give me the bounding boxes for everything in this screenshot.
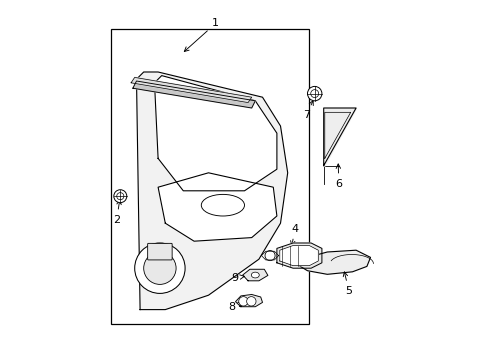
- Polygon shape: [300, 250, 370, 274]
- Text: 9: 9: [230, 273, 244, 283]
- Polygon shape: [323, 108, 355, 166]
- Text: 8: 8: [228, 302, 242, 312]
- Text: 4: 4: [290, 224, 298, 246]
- Text: 6: 6: [335, 164, 342, 189]
- Circle shape: [264, 251, 275, 261]
- Text: 5: 5: [343, 272, 352, 296]
- Text: 3: 3: [158, 94, 166, 112]
- Bar: [111, 29, 309, 324]
- Text: 1: 1: [184, 18, 219, 51]
- Circle shape: [143, 252, 176, 284]
- Polygon shape: [133, 81, 255, 108]
- Circle shape: [117, 193, 123, 200]
- FancyBboxPatch shape: [147, 243, 172, 260]
- Polygon shape: [136, 72, 287, 310]
- Circle shape: [246, 297, 256, 306]
- Polygon shape: [242, 269, 267, 281]
- Polygon shape: [235, 294, 262, 307]
- Ellipse shape: [251, 272, 259, 278]
- Polygon shape: [154, 76, 276, 191]
- Circle shape: [134, 243, 185, 293]
- Circle shape: [238, 297, 247, 306]
- Text: 2: 2: [113, 200, 121, 225]
- Polygon shape: [131, 77, 251, 103]
- Circle shape: [307, 86, 321, 101]
- Polygon shape: [276, 243, 321, 268]
- Polygon shape: [158, 173, 276, 241]
- Circle shape: [114, 190, 126, 203]
- Text: 7: 7: [302, 101, 313, 120]
- Polygon shape: [279, 246, 318, 266]
- Ellipse shape: [201, 194, 244, 216]
- Circle shape: [310, 90, 318, 98]
